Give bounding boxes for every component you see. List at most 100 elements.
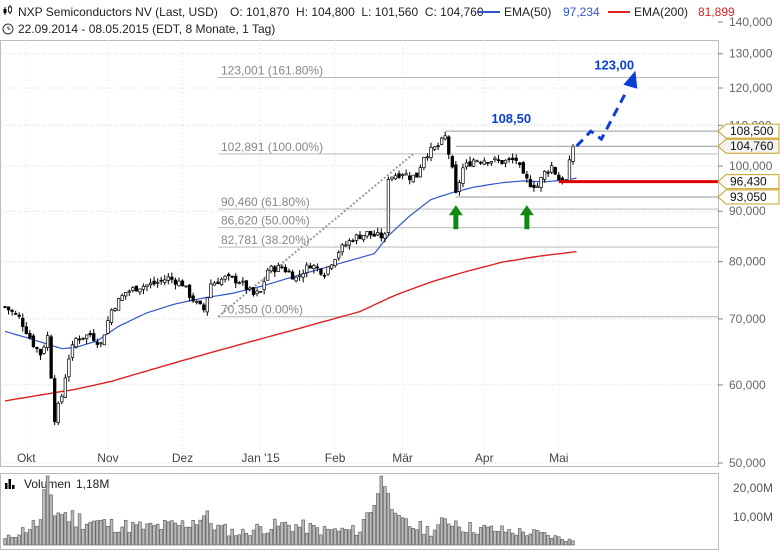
candle-body bbox=[17, 314, 21, 317]
volume-bar bbox=[464, 532, 469, 546]
candle-body bbox=[539, 177, 543, 188]
candle-body bbox=[131, 287, 135, 291]
volume-bar bbox=[297, 526, 302, 546]
volume-bar bbox=[454, 520, 458, 546]
candle-body bbox=[120, 295, 124, 301]
volume-bar bbox=[546, 535, 550, 546]
volume-bar bbox=[280, 522, 284, 546]
volume-bar bbox=[56, 512, 60, 546]
volume-bar bbox=[77, 513, 82, 546]
volume-bar bbox=[308, 523, 312, 546]
volume-tick-10m: 10,00M bbox=[733, 510, 773, 524]
candle-body bbox=[24, 326, 28, 334]
volume-header: Volumen 1,18M bbox=[5, 477, 109, 491]
volume-bar bbox=[400, 517, 405, 546]
volume-bar bbox=[209, 523, 213, 546]
candle-body bbox=[386, 179, 391, 233]
candle-body bbox=[173, 279, 178, 285]
volume-bar bbox=[510, 532, 515, 546]
volume-bar bbox=[223, 523, 227, 546]
candle-body bbox=[482, 160, 486, 165]
candle-body bbox=[425, 156, 430, 159]
volume-bar bbox=[138, 521, 142, 546]
volume-bar bbox=[273, 518, 277, 546]
candle-body bbox=[571, 146, 575, 162]
candle-body bbox=[361, 234, 366, 241]
volume-bar bbox=[365, 512, 369, 546]
fib-level-label: 123,001 (161.80%) bbox=[221, 63, 323, 77]
volume-bars bbox=[3, 475, 575, 546]
volume-bar bbox=[244, 532, 249, 546]
time-axis-label: Feb bbox=[325, 451, 346, 465]
candle-body bbox=[234, 275, 238, 284]
volume-bar bbox=[184, 526, 188, 546]
candle-body bbox=[379, 232, 383, 239]
volume-bar bbox=[63, 512, 68, 546]
y-tick-label: 140,000 bbox=[729, 15, 773, 29]
candle-body bbox=[177, 280, 181, 287]
candle-body bbox=[163, 279, 167, 283]
volume-bar bbox=[127, 532, 131, 546]
candle-body bbox=[429, 146, 433, 158]
volume-bar bbox=[461, 531, 465, 546]
volume-bar bbox=[17, 534, 21, 546]
volume-bar bbox=[287, 524, 291, 546]
volume-bars-icon bbox=[5, 479, 15, 489]
candle-body bbox=[432, 146, 437, 150]
volume-bar bbox=[191, 520, 195, 546]
volume-bar bbox=[28, 529, 32, 546]
candle-body bbox=[319, 268, 323, 275]
candle-body bbox=[337, 252, 341, 259]
candle-body bbox=[191, 295, 195, 302]
volume-tick-20m: 20,00M bbox=[733, 481, 773, 495]
volume-bar bbox=[180, 520, 185, 546]
volume-bar bbox=[422, 534, 426, 546]
volume-bar bbox=[447, 523, 451, 546]
candle-body bbox=[521, 162, 525, 174]
volume-bar bbox=[358, 531, 362, 546]
candle-body bbox=[244, 280, 249, 290]
volume-bar bbox=[187, 526, 192, 546]
volume-bar bbox=[24, 532, 28, 546]
volume-bar bbox=[415, 529, 419, 546]
fibonacci-levels: 123,001 (161.80%) 102,891 (100.00%) 90,460… bbox=[217, 63, 718, 318]
ema50-value: 97,234 bbox=[563, 5, 600, 19]
volume-bar bbox=[503, 531, 508, 546]
candle-body bbox=[450, 156, 454, 168]
candle-body bbox=[152, 280, 156, 285]
candle-body bbox=[145, 284, 149, 287]
price-tag-box bbox=[717, 174, 780, 190]
candle-body bbox=[479, 161, 483, 164]
volume-bar bbox=[251, 529, 256, 546]
candle-body bbox=[408, 175, 412, 181]
candle-body bbox=[553, 166, 557, 175]
candle-body bbox=[38, 348, 43, 356]
candle-body bbox=[358, 234, 362, 240]
candle-body bbox=[81, 337, 85, 340]
volume-bar bbox=[393, 512, 398, 546]
candle-body bbox=[514, 157, 518, 161]
volume-bar bbox=[432, 529, 437, 546]
volume-bar bbox=[336, 530, 341, 546]
candle-body bbox=[454, 164, 458, 193]
volume-bar bbox=[170, 520, 174, 546]
volume-bar bbox=[542, 532, 547, 546]
volume-bar bbox=[241, 528, 245, 546]
volume-bar bbox=[276, 525, 281, 546]
candle-body bbox=[74, 338, 78, 348]
candle-body bbox=[195, 300, 199, 303]
candle-body bbox=[503, 159, 508, 164]
price-axis: 140,000130,000120,000110,000100,00090,00… bbox=[718, 15, 773, 470]
annotation-108-50: 108,50 bbox=[491, 111, 531, 126]
volume-bar bbox=[418, 521, 423, 546]
time-axis-label: Jan '15 bbox=[241, 451, 280, 465]
candle-body bbox=[280, 266, 284, 269]
volume-bar bbox=[500, 525, 504, 546]
volume-bar bbox=[155, 523, 160, 546]
green-up-arrow bbox=[448, 205, 463, 230]
candle-body bbox=[322, 274, 327, 277]
candle-body bbox=[507, 158, 511, 161]
time-axis: Okt Nov Dez Jan '15 Feb Mär Apr Mai bbox=[17, 40, 568, 466]
volume-bar bbox=[493, 530, 497, 546]
volume-bar bbox=[290, 531, 295, 546]
